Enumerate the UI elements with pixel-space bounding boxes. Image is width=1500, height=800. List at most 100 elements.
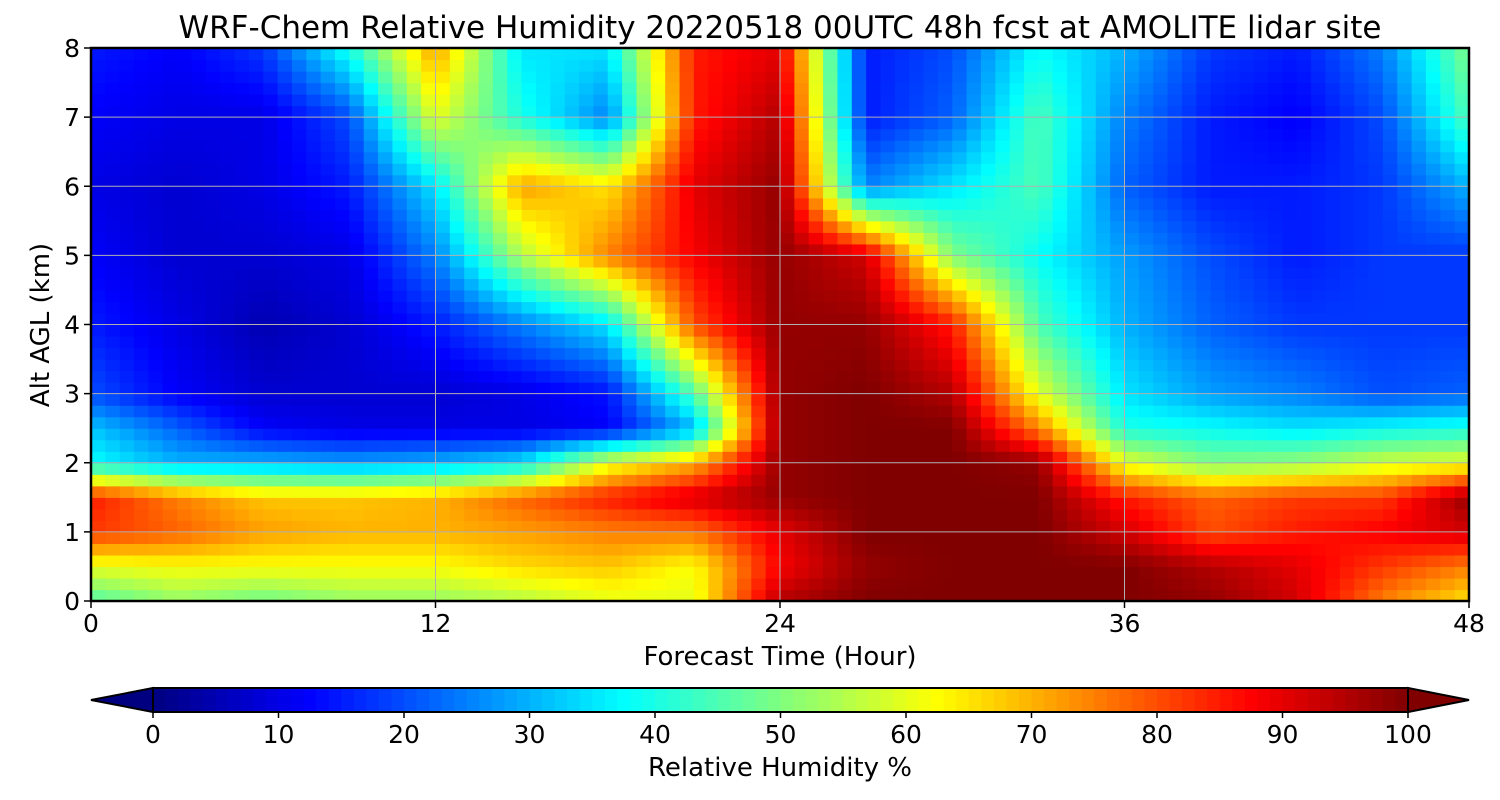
heatmap-cell (263, 359, 279, 372)
heatmap-cell (105, 105, 121, 118)
heatmap-cell (162, 278, 178, 291)
heatmap-cell (291, 163, 307, 176)
heatmap-cell (363, 174, 379, 187)
heatmap-cell (1440, 163, 1456, 176)
heatmap-cell (1181, 439, 1197, 452)
heatmap-cell (119, 577, 135, 591)
heatmap-cell (349, 163, 365, 176)
heatmap-cell (1081, 59, 1097, 72)
heatmap-cell (1311, 289, 1327, 303)
heatmap-cell (1181, 301, 1197, 314)
heatmap-cell (880, 59, 896, 72)
heatmap-cell (995, 59, 1011, 72)
heatmap-cell (980, 382, 996, 395)
heatmap-cell (320, 105, 336, 118)
heatmap-cell (1397, 428, 1413, 441)
heatmap-cell (866, 82, 882, 95)
heatmap-cell (636, 416, 652, 429)
heatmap-cell (205, 140, 221, 153)
heatmap-cell (1210, 485, 1226, 498)
heatmap-cell (1038, 382, 1054, 395)
heatmap-cell (952, 82, 968, 95)
heatmap-cell (421, 439, 437, 452)
heatmap-cell (952, 220, 968, 233)
heatmap-cell (91, 554, 106, 568)
heatmap-cell (1454, 255, 1470, 268)
heatmap-cell (736, 151, 752, 164)
heatmap-cell (1138, 554, 1154, 568)
heatmap-cell (1167, 174, 1183, 187)
heatmap-cell (550, 324, 566, 337)
heatmap-cell (1095, 278, 1111, 291)
heatmap-cell (335, 589, 350, 602)
heatmap-cell (148, 59, 164, 72)
heatmap-cell (220, 416, 236, 429)
heatmap-cell (550, 59, 566, 72)
heatmap-cell (1167, 485, 1183, 498)
heatmap-cell (622, 428, 638, 441)
heatmap-cell (220, 220, 236, 233)
heatmap-cell (1095, 543, 1111, 556)
heatmap-cell (1038, 497, 1054, 510)
heatmap-cell (177, 278, 193, 291)
heatmap-cell (119, 520, 135, 533)
heatmap-cell (349, 174, 365, 187)
heatmap-cell (392, 301, 408, 314)
heatmap-cell (880, 382, 896, 395)
heatmap-cell (1425, 324, 1441, 337)
heatmap-cell (349, 105, 365, 118)
heatmap-cell (636, 82, 652, 95)
heatmap-cell (1268, 220, 1283, 233)
heatmap-cell (535, 428, 551, 441)
heatmap-cell (1210, 347, 1226, 360)
heatmap-cell (1268, 474, 1283, 487)
heatmap-cell (665, 370, 681, 383)
heatmap-cell (1382, 393, 1398, 406)
heatmap-cell (952, 278, 968, 291)
heatmap-cell (1397, 439, 1413, 452)
heatmap-cell (1110, 508, 1126, 521)
heatmap-cell (478, 347, 494, 360)
heatmap-cell (1282, 232, 1298, 245)
heatmap-cell (550, 105, 566, 118)
heatmap-cell (220, 370, 236, 383)
heatmap-cell (693, 82, 709, 95)
heatmap-cell (708, 232, 724, 245)
heatmap-cell (952, 94, 968, 107)
heatmap-cell (263, 151, 279, 164)
heatmap-cell (736, 405, 752, 418)
heatmap-cell (823, 301, 839, 314)
heatmap-cell (1311, 451, 1327, 464)
heatmap-cell (248, 485, 264, 498)
heatmap-cell (1138, 359, 1154, 372)
heatmap-cell (980, 497, 996, 510)
heatmap-cell (349, 428, 365, 441)
heatmap-cell (622, 324, 638, 337)
heatmap-cell (593, 82, 609, 95)
heatmap-cell (148, 232, 164, 245)
heatmap-cell (162, 197, 178, 210)
heatmap-cell (1253, 566, 1269, 579)
heatmap-cell (406, 117, 422, 130)
heatmap-cell (923, 209, 939, 222)
heatmap-cell (1282, 497, 1298, 510)
heatmap-cell (1311, 520, 1327, 533)
heatmap-cell (435, 94, 451, 107)
heatmap-cell (736, 163, 752, 176)
heatmap-cell (134, 209, 150, 222)
heatmap-cell (794, 82, 810, 95)
heatmap-cell (607, 59, 623, 72)
heatmap-cell (306, 151, 322, 164)
heatmap-cell (866, 255, 882, 268)
heatmap-cell (708, 451, 724, 464)
heatmap-cell (851, 243, 867, 256)
heatmap-cell (1282, 278, 1298, 291)
heatmap-cell (1282, 336, 1298, 349)
heatmap-cell (564, 128, 580, 141)
heatmap-cell (1382, 382, 1398, 395)
heatmap-cell (1196, 520, 1212, 533)
heatmap-cell (177, 174, 193, 187)
heatmap-cell (91, 347, 106, 360)
heatmap-cell (306, 140, 322, 153)
colorbar-step (1044, 688, 1058, 712)
